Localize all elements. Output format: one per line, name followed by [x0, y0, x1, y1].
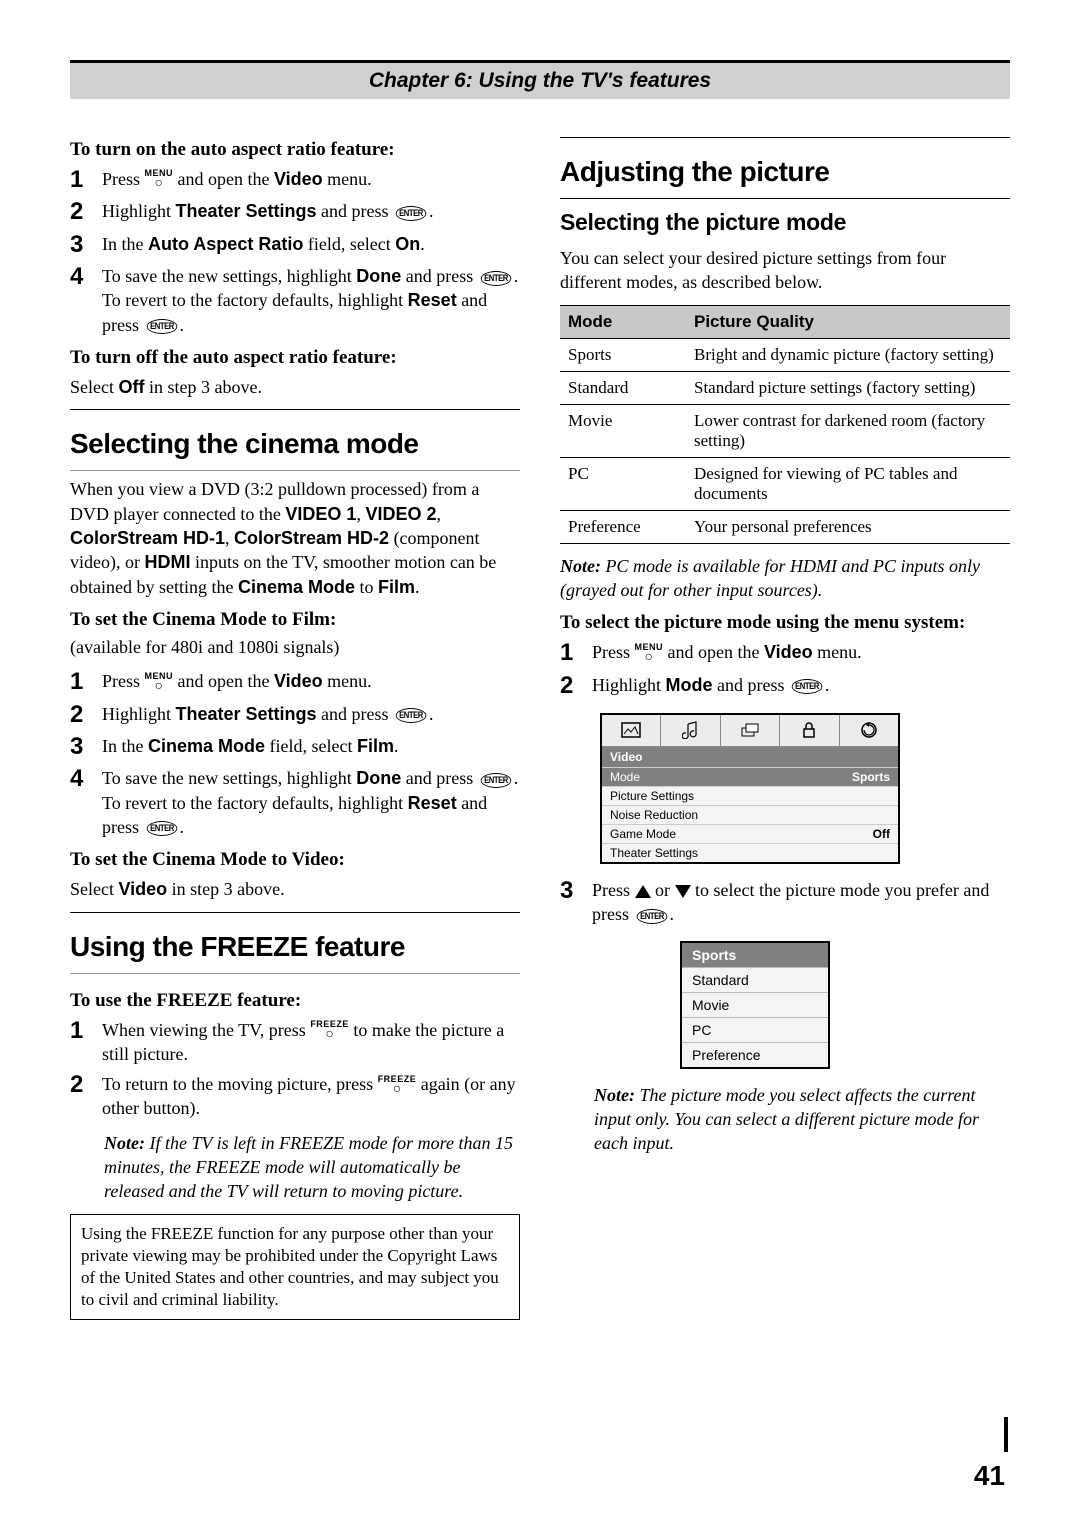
chapter-bar: Chapter 6: Using the TV's features	[70, 60, 1010, 99]
table-cell: Lower contrast for darkened room (factor…	[686, 404, 1010, 457]
menu-button-icon: MENU○	[145, 672, 174, 691]
step-num: 2	[70, 199, 92, 225]
popup-item: Movie	[682, 993, 828, 1018]
table-cell: Preference	[560, 510, 686, 543]
enter-button-icon: ENTER	[792, 679, 823, 694]
subhead-select-menu: To select the picture mode using the men…	[560, 612, 1010, 634]
table-row: PreferenceYour personal preferences	[560, 510, 1010, 543]
osd-tab-picture-icon	[602, 715, 661, 746]
down-arrow-icon	[675, 885, 691, 898]
table-cell: Standard picture settings (factory setti…	[686, 371, 1010, 404]
freeze-note: Note: If the TV is left in FREEZE mode f…	[104, 1131, 520, 1204]
cinema-film-note: (available for 480i and 1080i signals)	[70, 635, 520, 659]
enter-button-icon: ENTER	[636, 909, 667, 924]
subhead-auto-off: To turn off the auto aspect ratio featur…	[70, 347, 520, 369]
page-rule	[1004, 1417, 1008, 1452]
table-cell: Sports	[560, 338, 686, 371]
enter-button-icon: ENTER	[146, 319, 177, 334]
osd-row: Picture Settings	[602, 786, 898, 805]
heading-freeze: Using the FREEZE feature	[70, 931, 520, 963]
step-num: 3	[70, 232, 92, 258]
step-num: 4	[70, 264, 92, 337]
note-input-specific: Note: The picture mode you select affect…	[594, 1083, 1010, 1156]
table-cell: Standard	[560, 371, 686, 404]
table-row: PCDesigned for viewing of PC tables and …	[560, 457, 1010, 510]
steps-freeze: 1 When viewing the TV, press FREEZE○ to …	[70, 1018, 520, 1121]
table-cell: PC	[560, 457, 686, 510]
mode-table: Mode Picture Quality SportsBright and dy…	[560, 305, 1010, 544]
heading-adjust: Adjusting the picture	[560, 156, 1010, 188]
up-arrow-icon	[635, 885, 651, 898]
steps-auto-on: 1 Press MENU○ and open the Video menu. 2…	[70, 167, 520, 337]
popup-item: Sports	[682, 943, 828, 968]
osd-row: Noise Reduction	[602, 805, 898, 824]
table-row: StandardStandard picture settings (facto…	[560, 371, 1010, 404]
left-column: To turn on the auto aspect ratio feature…	[70, 129, 520, 1320]
osd-row: Theater Settings	[602, 843, 898, 862]
heading-select-mode: Selecting the picture mode	[560, 209, 1010, 236]
enter-button-icon: ENTER	[396, 206, 427, 221]
heading-cinema: Selecting the cinema mode	[70, 428, 520, 460]
osd-section-label: Video	[602, 747, 898, 767]
menu-button-icon: MENU○	[635, 643, 664, 662]
step-3-select: 3 Press or to select the picture mode yo…	[560, 878, 1010, 927]
table-row: MovieLower contrast for darkened room (f…	[560, 404, 1010, 457]
osd-row: ModeSports	[602, 767, 898, 786]
enter-button-icon: ENTER	[396, 708, 427, 723]
table-cell: Designed for viewing of PC tables and do…	[686, 457, 1010, 510]
step-num: 1	[70, 167, 92, 193]
table-cell: Bright and dynamic picture (factory sett…	[686, 338, 1010, 371]
menu-button-icon: MENU○	[145, 169, 174, 188]
table-row: SportsBright and dynamic picture (factor…	[560, 338, 1010, 371]
select-intro: You can select your desired picture sett…	[560, 246, 1010, 295]
enter-button-icon: ENTER	[480, 271, 511, 286]
enter-button-icon: ENTER	[480, 773, 511, 788]
osd-mode-popup: SportsStandardMoviePCPreference	[680, 941, 830, 1069]
popup-item: Preference	[682, 1043, 828, 1067]
osd-tab-lock-icon	[780, 715, 839, 746]
table-cell: Movie	[560, 404, 686, 457]
enter-button-icon: ENTER	[146, 821, 177, 836]
popup-item: Standard	[682, 968, 828, 993]
osd-row: Game ModeOff	[602, 824, 898, 843]
freeze-button-icon: FREEZE○	[310, 1020, 349, 1039]
cinema-paragraph: When you view a DVD (3:2 pulldown proces…	[70, 477, 520, 598]
osd-tab-audio-icon	[661, 715, 720, 746]
table-header: Mode	[560, 305, 686, 338]
freeze-warning-box: Using the FREEZE function for any purpos…	[70, 1214, 520, 1320]
subhead-cinema-film: To set the Cinema Mode to Film:	[70, 609, 520, 631]
table-cell: Your personal preferences	[686, 510, 1010, 543]
subhead-cinema-video: To set the Cinema Mode to Video:	[70, 849, 520, 871]
freeze-button-icon: FREEZE○	[378, 1075, 417, 1094]
page-number: 41	[974, 1460, 1005, 1492]
popup-item: PC	[682, 1018, 828, 1043]
steps-cinema: 1 Press MENU○ and open the Video menu. 2…	[70, 669, 520, 839]
osd-tab-setup-icon	[721, 715, 780, 746]
note-pc-mode: Note: PC mode is available for HDMI and …	[560, 554, 1010, 603]
osd-tab-app-icon	[840, 715, 898, 746]
subhead-auto-on: To turn on the auto aspect ratio feature…	[70, 139, 520, 161]
osd-video-menu: Video ModeSportsPicture SettingsNoise Re…	[600, 713, 900, 864]
right-column: Adjusting the picture Selecting the pict…	[560, 129, 1010, 1320]
auto-off-body: Select Off in step 3 above.	[70, 375, 520, 399]
subhead-freeze: To use the FREEZE feature:	[70, 990, 520, 1012]
steps-select-mode: 1 Press MENU○ and open the Video menu. 2…	[560, 640, 1010, 699]
table-header: Picture Quality	[686, 305, 1010, 338]
cinema-video-body: Select Video in step 3 above.	[70, 877, 520, 901]
